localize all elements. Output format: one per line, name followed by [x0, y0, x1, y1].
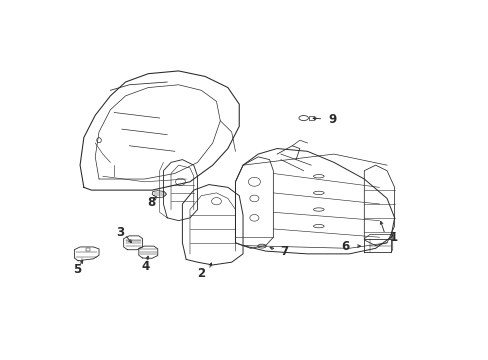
- Text: 9: 9: [327, 113, 335, 126]
- Text: 8: 8: [146, 196, 155, 210]
- Text: 1: 1: [389, 231, 397, 244]
- Text: 2: 2: [197, 267, 205, 280]
- Text: 6: 6: [340, 240, 348, 253]
- Text: 4: 4: [141, 260, 149, 273]
- Bar: [308, 116, 313, 120]
- Text: 3: 3: [116, 226, 123, 239]
- Text: 7: 7: [280, 244, 288, 258]
- Text: 5: 5: [73, 264, 81, 276]
